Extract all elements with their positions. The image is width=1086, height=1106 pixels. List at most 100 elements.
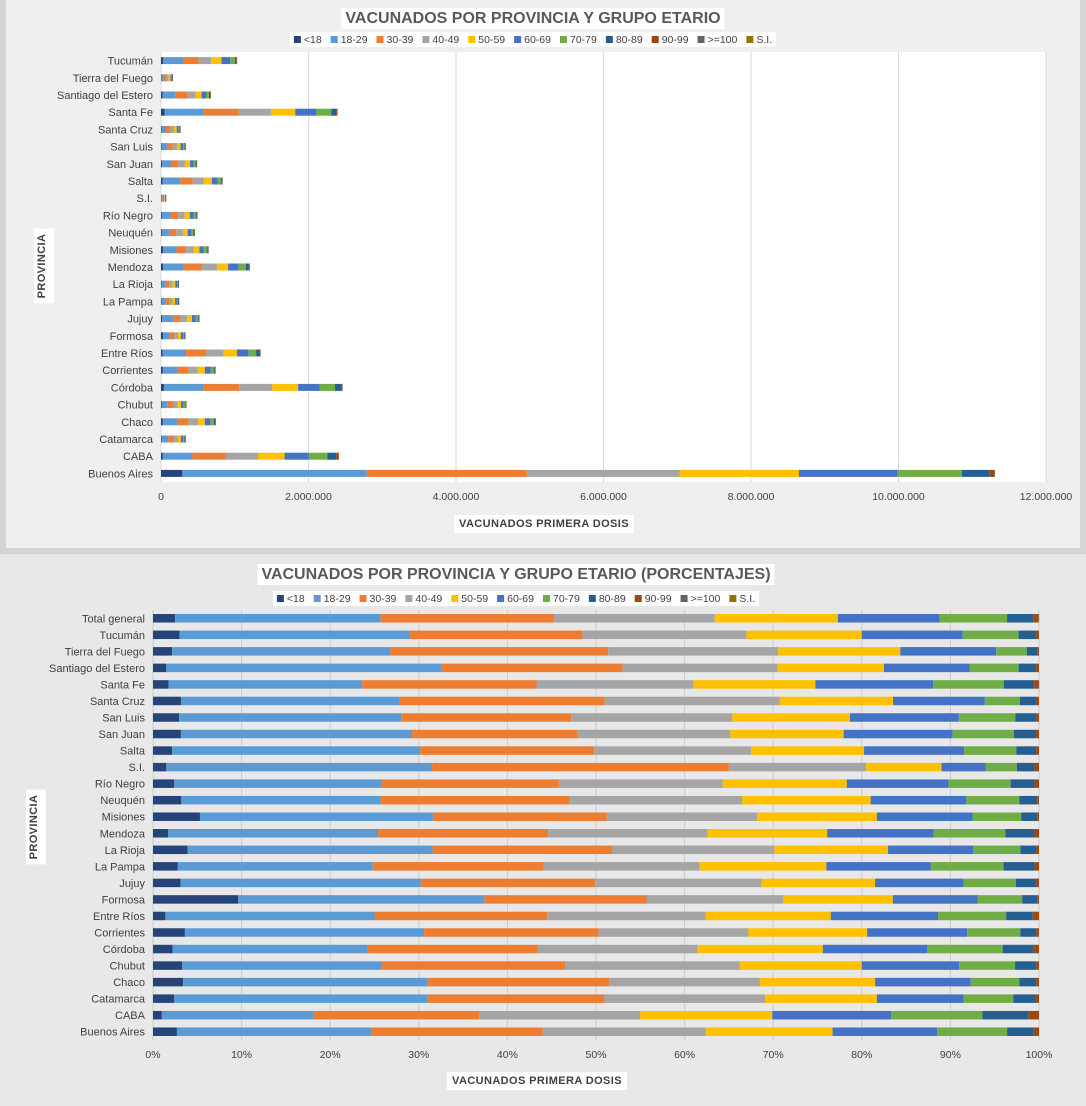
- bar-buenos-aires-50-59: [679, 469, 799, 477]
- bar-la-pampa-50-59: [172, 297, 176, 305]
- bar-formosa-60-69: [180, 332, 184, 340]
- bar-corrientes-18: [161, 366, 163, 374]
- bar-la-pampa-50-59: [699, 862, 827, 871]
- legend-item-40-49: 40-49: [422, 34, 459, 46]
- bar-salta-30-39: [420, 746, 595, 755]
- x-axis-title-box: [454, 515, 634, 533]
- bar-santiago-del-estero-100: [210, 91, 211, 99]
- bar-formosa-60-69: [892, 895, 978, 904]
- bar-tucuman-18: [161, 57, 164, 65]
- bar-chubut-70-79: [959, 961, 1016, 970]
- bar-corrientes-80-89: [1020, 928, 1037, 937]
- bar-catamarca-18-29: [174, 994, 428, 1003]
- bar-misiones-40-49: [186, 246, 194, 254]
- bar-la-pampa-70-79: [176, 297, 179, 305]
- x-tick-label: 0: [158, 491, 164, 503]
- bar-catamarca-90-99: [1035, 994, 1039, 1003]
- bar-san-luis-50-59: [732, 713, 850, 722]
- category-label: Formosa: [102, 894, 146, 906]
- legend-box: [272, 591, 760, 606]
- bar-buenos-aires-18: [153, 1027, 177, 1036]
- bar-corrientes-60-69: [867, 928, 968, 937]
- legend: <18 18-29 30-39 40-49 50-59 60-69 70-79 80-89 90…: [276, 593, 755, 605]
- bar-la-rioja-90-99: [1036, 845, 1039, 855]
- bar-san-luis-70-79: [183, 143, 185, 151]
- bar-la-pampa-80-89: [178, 297, 179, 305]
- legend-label: >=100: [691, 593, 721, 605]
- legend-label: 50-59: [478, 34, 505, 46]
- bar-rio-negro-70-79: [193, 211, 196, 219]
- legend-swatch: [634, 595, 642, 602]
- legend-label: 70-79: [570, 34, 597, 46]
- bar-corrientes-50-59: [748, 928, 868, 937]
- chart-percent: VACUNADOS POR PROVINCIA Y GRUPO ETARIO (…: [26, 564, 1052, 1090]
- bar-catamarca-18: [153, 994, 175, 1003]
- bar-neuquen-50-59: [182, 229, 188, 237]
- bar-cordoba-18-29: [163, 383, 204, 391]
- category-label: La Rioja: [105, 845, 146, 857]
- bar-san-luis-60-69: [180, 143, 184, 151]
- bar-tucuman-18: [153, 630, 180, 640]
- bar-catamarca-70-79: [963, 994, 1014, 1003]
- bar-s-i-60-69: [941, 762, 986, 772]
- bar-santiago-del-estero-70-79: [969, 663, 1019, 673]
- legend-item-80-89: 80-89: [588, 593, 626, 605]
- bar-chaco-50-59: [759, 977, 876, 987]
- x-tick-label: 10%: [231, 1049, 252, 1061]
- bar-salta-90-99: [1036, 746, 1039, 755]
- category-label: Salta: [120, 746, 146, 758]
- bar-chaco-80-89: [1019, 977, 1037, 987]
- bar-s-i-40-49: [164, 194, 165, 202]
- bar-jujuy-40-49: [595, 878, 762, 888]
- bar-la-pampa-30-39: [165, 297, 170, 305]
- category-label: La Rioja: [113, 279, 154, 291]
- bar-corrientes-30-39: [177, 366, 189, 374]
- bar-rio-negro-18-29: [174, 779, 382, 788]
- bar-tierra-del-fuego-70-79: [171, 74, 173, 82]
- legend-swatch: [330, 36, 338, 43]
- bar-catamarca-80-89: [1013, 994, 1036, 1003]
- bar-catamarca-30-39: [168, 435, 174, 443]
- bar-salta-18: [161, 177, 163, 185]
- bar-santiago-del-estero-40-49: [622, 663, 778, 673]
- bar-jujuy-18-29: [180, 878, 421, 888]
- bar-rio-negro-18: [153, 779, 175, 788]
- bar-buenos-aires-60-69: [798, 469, 898, 477]
- bar-san-juan-30-39: [411, 729, 578, 739]
- legend-item-60-69: 60-69: [497, 593, 534, 605]
- bar-santa-fe-80-89: [1003, 680, 1035, 689]
- legend-item-40-49: 40-49: [405, 593, 442, 605]
- bar-rio-negro-70-79: [948, 779, 1011, 788]
- bar-la-pampa-40-49: [543, 862, 700, 871]
- bar-s-i-80-89: [1016, 762, 1035, 772]
- bar-chaco-40-49: [188, 418, 199, 426]
- bar-neuquen-70-79: [966, 795, 1020, 805]
- x-tick-label: 2.000.000: [285, 491, 332, 503]
- category-label: La Pampa: [95, 861, 146, 873]
- bar-entre-rios-80-89: [1006, 911, 1033, 921]
- legend-label: 40-49: [432, 34, 459, 46]
- category-label: CABA: [123, 451, 154, 463]
- bar-la-rioja-50-59: [172, 280, 176, 288]
- bar-catamarca-18-29: [161, 435, 169, 443]
- bar-san-luis-60-69: [849, 713, 959, 722]
- bar-chubut-18: [153, 961, 183, 970]
- legend-item-80-89: 80-89: [605, 34, 643, 46]
- bar-san-juan-40-49: [178, 160, 185, 168]
- bar-entre-rios-90-99: [259, 349, 261, 357]
- legend-swatch: [313, 595, 321, 602]
- category-label: S.I.: [136, 193, 153, 205]
- bar-catamarca-40-49: [603, 994, 766, 1003]
- bar-san-juan-90-99: [1035, 729, 1039, 739]
- bar-san-juan-18-29: [162, 160, 171, 168]
- bar-rio-negro-30-39: [170, 211, 179, 219]
- bar-mendoza-50-59: [707, 829, 828, 838]
- category-label: Santa Fe: [108, 107, 153, 119]
- bar-la-rioja-30-39: [432, 845, 612, 855]
- bar-misiones-100: [208, 246, 209, 254]
- legend-item-18: <18: [276, 593, 305, 605]
- bar-cordoba-70-79: [927, 944, 1003, 954]
- bar-formosa-70-79: [183, 332, 185, 340]
- bar-tierra-del-fuego-50-59: [778, 647, 901, 656]
- bar-neuquen-90-99: [1037, 795, 1039, 805]
